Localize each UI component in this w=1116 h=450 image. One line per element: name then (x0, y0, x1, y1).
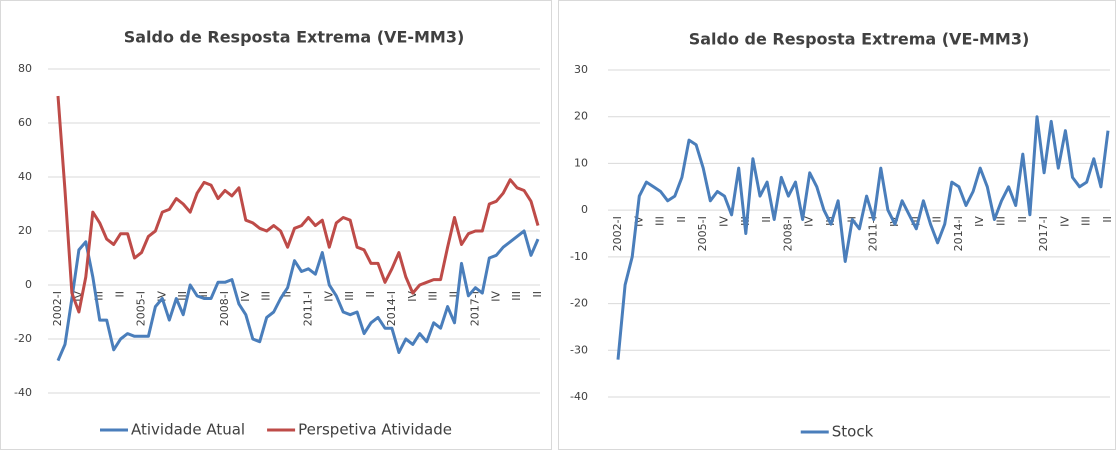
y-tick-label: 0 (25, 278, 32, 291)
x-tick-label: 2005-I (696, 216, 709, 251)
x-tick-label: IV (406, 291, 419, 302)
x-tick-label: IV (72, 291, 85, 302)
legend: Atividade Atual Perspetiva Atividade (100, 421, 452, 439)
y-tick-label: -20 (570, 297, 588, 310)
x-tick-label: II (760, 216, 773, 223)
chart: Saldo de Resposta Extrema (VE-MM3) -40 -20… (0, 0, 552, 450)
x-tick-label: II (1016, 216, 1029, 223)
x-tick-label: II (531, 291, 544, 298)
y-tick-label: 20 (574, 110, 588, 123)
y-tick-label: 40 (18, 170, 32, 183)
x-tick-label: 2008-I (218, 291, 231, 326)
y-tick-label: 60 (18, 116, 32, 129)
x-tick-label: II (197, 291, 210, 298)
y-tick-label: 0 (581, 203, 588, 216)
y-tick-label: 80 (18, 62, 32, 75)
x-tick-label: 2002-I (51, 291, 64, 326)
y-tick-label: -10 (570, 250, 588, 263)
x-tick-label: III (260, 291, 273, 301)
x-tick-label: III (510, 291, 523, 301)
x-tick-label: 2005-I (134, 291, 147, 326)
x-tick-label: IV (322, 291, 335, 302)
x-tick-label: III (1080, 216, 1093, 226)
y-tick-label: -40 (570, 390, 588, 403)
chart-title: Saldo de Resposta Extrema (VE-MM3) (124, 28, 465, 47)
x-tick-label: IV (718, 216, 731, 227)
x-tick-label: III (909, 216, 922, 226)
legend-label: Atividade Atual (131, 421, 245, 439)
y-tick-label: 10 (574, 156, 588, 169)
x-tick-label: 2017-I (468, 291, 481, 326)
x-tick-label: 2011-I (867, 216, 880, 251)
y-tick-label: -20 (14, 332, 32, 345)
x-tick-label: 2017-I (1037, 216, 1050, 251)
x-tick-label: II (675, 216, 688, 223)
x-tick-label: 2014-I (952, 216, 965, 251)
x-tick-label: IV (489, 291, 502, 302)
x-tick-label: II (1101, 216, 1114, 223)
y-tick-label: -40 (14, 386, 32, 399)
x-tick-label: IV (803, 216, 816, 227)
series-line (56, 95, 540, 314)
y-tick-label: 20 (18, 224, 32, 237)
x-tick-label: IV (155, 291, 168, 302)
x-tick-label: III (994, 216, 1007, 226)
x-tick-label: III (654, 216, 667, 226)
chart: Saldo de Resposta Extrema (VE-MM3) -40 -30… (558, 0, 1116, 450)
x-tick-label: 2011-I (301, 291, 314, 326)
y-tick-label: -30 (570, 343, 588, 356)
legend-label: Stock (832, 423, 874, 441)
chart-border (0, 0, 552, 450)
x-tick-label: III (93, 291, 106, 301)
x-tick-label: IV (973, 216, 986, 227)
x-tick-label: III (343, 291, 356, 301)
x-tick-label: 2014-I (385, 291, 398, 326)
series-line (616, 115, 1110, 360)
legend-label: Perspetiva Atividade (298, 421, 452, 439)
x-tick-label: II (364, 291, 377, 298)
chart-title: Saldo de Resposta Extrema (VE-MM3) (689, 30, 1030, 49)
x-tick-label: II (281, 291, 294, 298)
x-tick-label: IV (1058, 216, 1071, 227)
x-tick-label: II (931, 216, 944, 223)
x-tick-label: III (176, 291, 189, 301)
x-tick-label: 2008-I (781, 216, 794, 251)
y-tick-label: 30 (574, 63, 588, 76)
x-tick-label: IV (239, 291, 252, 302)
legend: Stock (800, 423, 874, 441)
x-tick-label: IV (632, 216, 645, 227)
x-tick-label: II (114, 291, 127, 298)
x-tick-label: II (448, 291, 461, 298)
x-tick-label: III (427, 291, 440, 301)
series-line (56, 229, 540, 362)
x-tick-label: 2002-I (611, 216, 624, 251)
